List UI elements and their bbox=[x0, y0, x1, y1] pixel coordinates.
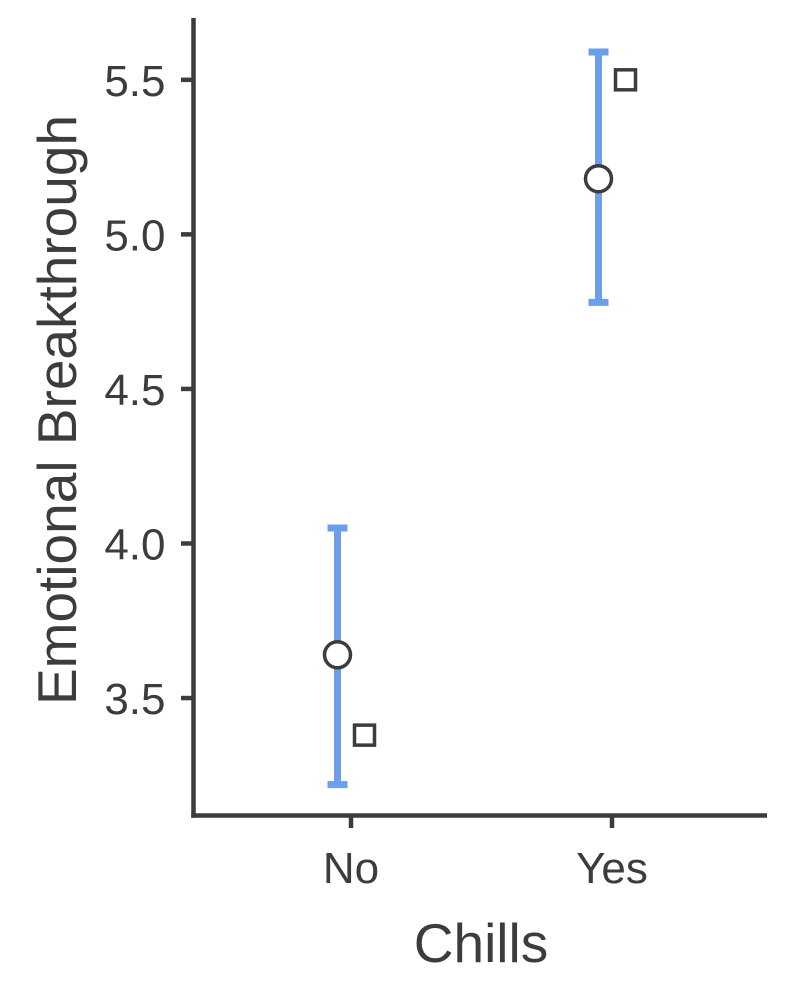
y-tick-label: 4.5 bbox=[104, 366, 165, 415]
ticks-layer: 3.5 4.0 4.5 5.0 5.5 No Yes bbox=[104, 57, 648, 893]
x-tick-label: Yes bbox=[576, 844, 648, 893]
y-tick-label: 5.5 bbox=[104, 57, 165, 106]
mean-marker bbox=[322, 640, 353, 670]
x-tick-label: No bbox=[323, 844, 379, 893]
data-layer bbox=[322, 48, 638, 789]
y-tick-label: 5.0 bbox=[104, 211, 165, 260]
mean-marker bbox=[583, 163, 614, 194]
y-tick-label: 4.0 bbox=[104, 520, 165, 569]
x-axis-title: Chills bbox=[414, 912, 548, 974]
median-marker bbox=[613, 68, 638, 92]
y-tick-label: 3.5 bbox=[104, 675, 165, 724]
median-marker bbox=[352, 723, 377, 747]
y-axis-title: Emotional Breakthrough bbox=[26, 115, 88, 705]
